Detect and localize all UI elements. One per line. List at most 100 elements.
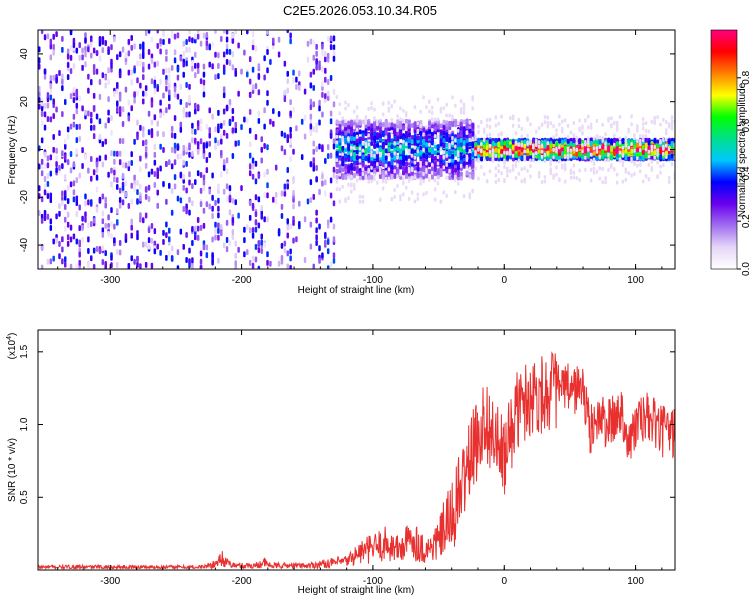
spectrogram-cell bbox=[182, 243, 185, 250]
spectrogram-cell bbox=[84, 37, 87, 44]
spectrogram-cell bbox=[104, 138, 107, 145]
spectrogram-cell bbox=[55, 167, 58, 174]
spectrogram-cell bbox=[136, 256, 139, 263]
spectrogram-cell bbox=[222, 188, 226, 195]
spectrogram-cell bbox=[344, 153, 348, 159]
spectrogram-cell bbox=[358, 146, 362, 151]
spectrogram-cell bbox=[162, 110, 165, 117]
spectrogram-cell bbox=[113, 150, 116, 157]
spectrogram-cell bbox=[488, 169, 492, 174]
spectrogram-cell bbox=[220, 171, 223, 178]
spectrogram-cell bbox=[286, 78, 289, 85]
spectrogram-cell bbox=[156, 43, 159, 50]
spectrogram-cell bbox=[283, 96, 287, 103]
spectrogram-cell bbox=[572, 170, 576, 175]
spectrogram-cell bbox=[173, 174, 177, 181]
spectrogram-cell bbox=[413, 160, 417, 165]
spectrogram-cell bbox=[225, 183, 229, 190]
spectrogram-cell bbox=[459, 171, 463, 177]
spectrogram-cell bbox=[430, 174, 434, 180]
spectrogram-cell bbox=[118, 239, 122, 246]
spectrogram-cell bbox=[87, 110, 90, 117]
spectrogram-cell bbox=[208, 107, 211, 114]
spectrogram-cell bbox=[147, 243, 151, 250]
spectrogram-cell bbox=[139, 155, 142, 162]
spectrogram-cell bbox=[185, 187, 188, 194]
spectrogram-cell bbox=[480, 149, 483, 154]
spectrogram-cell bbox=[72, 63, 76, 70]
spectrogram-cell bbox=[595, 149, 599, 154]
spectrogram-cell bbox=[566, 155, 570, 160]
spectrogram-cell bbox=[529, 141, 532, 146]
spectrogram-cell bbox=[332, 200, 336, 207]
spectrogram-cell bbox=[170, 245, 174, 252]
spectrogram-cell bbox=[378, 174, 382, 180]
spectrogram-cell bbox=[508, 144, 512, 150]
spectrogram-cell bbox=[217, 205, 220, 212]
spectrogram-cell bbox=[43, 73, 47, 80]
spectrogram-cell bbox=[289, 126, 292, 133]
spectrogram-cell bbox=[208, 203, 211, 210]
spectrogram-cell bbox=[130, 69, 133, 76]
spectrogram-cell bbox=[514, 175, 518, 180]
spectrogram-cell bbox=[188, 46, 191, 53]
spectrogram-cell bbox=[367, 133, 370, 138]
spectrogram-cell bbox=[52, 49, 55, 56]
spectrogram-cell bbox=[462, 148, 466, 154]
spectrogram-cell bbox=[592, 170, 596, 175]
spectrogram-cell bbox=[40, 264, 44, 269]
spectrogram-cell bbox=[217, 183, 220, 190]
spectrogram-cell bbox=[384, 120, 388, 126]
spectrogram-cell bbox=[488, 143, 492, 148]
spectrogram-cell bbox=[257, 89, 261, 96]
spectrogram-cell bbox=[38, 163, 41, 170]
spectrogram-cell bbox=[517, 171, 521, 176]
spectrogram-cell bbox=[214, 51, 217, 58]
spectrogram-cell bbox=[344, 126, 348, 132]
spectrogram-cell bbox=[459, 107, 463, 112]
spectrogram-cell bbox=[196, 141, 200, 148]
spectrogram-cell bbox=[595, 135, 599, 140]
spectrogram-cell bbox=[332, 138, 336, 145]
spectrogram-cell bbox=[442, 119, 446, 125]
spectrogram-cell bbox=[462, 161, 466, 167]
spectrogram-cell bbox=[425, 154, 429, 160]
spectrogram-cell bbox=[260, 213, 263, 220]
spectrogram-cell bbox=[497, 132, 500, 137]
spectrogram-cell bbox=[144, 85, 148, 92]
spectrogram-cell bbox=[283, 190, 287, 197]
spectrogram-cell bbox=[355, 178, 359, 183]
spectrogram-cell bbox=[202, 71, 206, 78]
spectrogram-cell bbox=[272, 108, 275, 115]
spectrogram-cell bbox=[387, 134, 391, 140]
spectrogram-cell bbox=[442, 150, 446, 155]
spectrogram-cell bbox=[341, 184, 344, 189]
spectrogram-cell bbox=[147, 48, 151, 55]
spectrogram-cell bbox=[367, 125, 371, 131]
spectrogram-cell bbox=[159, 78, 162, 85]
spectrogram-cell bbox=[303, 133, 307, 140]
spectrogram-cell bbox=[251, 227, 255, 234]
spectrogram-cell bbox=[202, 207, 206, 214]
spectrogram-cell bbox=[494, 166, 498, 171]
spectrogram-cell bbox=[130, 34, 133, 41]
spectrogram-cell bbox=[520, 167, 524, 172]
spectrogram-cell bbox=[133, 43, 136, 50]
spectrogram-cell bbox=[537, 140, 541, 145]
spectrogram-cell bbox=[329, 118, 333, 125]
spectrogram-cell bbox=[263, 216, 266, 223]
spectrogram-cell bbox=[321, 50, 324, 57]
spectrogram-cell bbox=[49, 154, 53, 161]
spectrogram-cell bbox=[477, 147, 480, 152]
spectrogram-cell bbox=[130, 151, 133, 158]
spectrogram-cell bbox=[361, 199, 365, 204]
spectrogram-cell bbox=[214, 228, 217, 235]
spectrogram-cell bbox=[419, 136, 423, 142]
spectrogram-cell bbox=[407, 148, 411, 153]
spectrogram-cell bbox=[309, 82, 313, 89]
spectrogram-cell bbox=[312, 101, 316, 108]
spectrogram-cell bbox=[225, 195, 229, 202]
spectrogram-cell bbox=[352, 173, 356, 179]
spectrogram-cell bbox=[58, 164, 61, 171]
spectrogram-cell bbox=[231, 51, 235, 58]
